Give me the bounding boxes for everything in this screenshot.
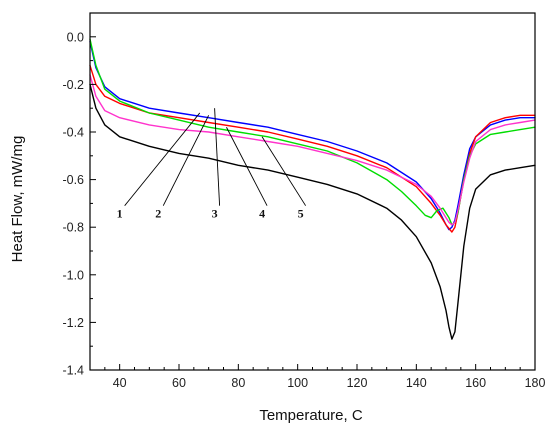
series-line-4 [89,38,536,226]
callout-label-2: 2 [155,207,161,221]
callout-leader-2 [162,115,210,206]
series-line-2 [89,40,536,231]
x-tick-label: 120 [347,376,368,390]
callout-label-3: 3 [212,207,218,221]
x-tick-label: 100 [287,376,308,390]
y-tick-label: -0.4 [62,126,84,140]
x-tick-label: 180 [525,376,546,390]
callout-leader-1 [124,112,201,206]
y-tick-label: -0.8 [62,221,84,235]
x-tick-label: 80 [231,376,245,390]
y-tick-label: -0.2 [62,78,84,92]
callout-leader-3 [214,108,221,206]
y-tick-label: -1.4 [62,364,84,378]
x-tick-label: 140 [406,376,427,390]
y-tick-label: -1.2 [62,316,84,330]
y-tick-label: 0.0 [67,30,84,44]
x-axis-title: Temperature, C [259,407,363,424]
callout-leader-4 [226,127,268,206]
series-line-3 [89,64,536,233]
callout-label-5: 5 [298,207,304,221]
series-line-5 [89,74,536,226]
x-tick-label: 60 [172,376,186,390]
y-tick-label: -0.6 [62,173,84,187]
x-tick-label: 160 [465,376,486,390]
callout-leader-5 [261,136,307,206]
callout-label-4: 4 [259,207,265,221]
y-axis-title: Heat Flow, mW/mg [9,136,26,263]
x-tick-label: 40 [113,376,127,390]
plot-frame [89,12,536,371]
y-tick-label: -1.0 [62,268,84,282]
callout-label-1: 1 [117,207,123,221]
